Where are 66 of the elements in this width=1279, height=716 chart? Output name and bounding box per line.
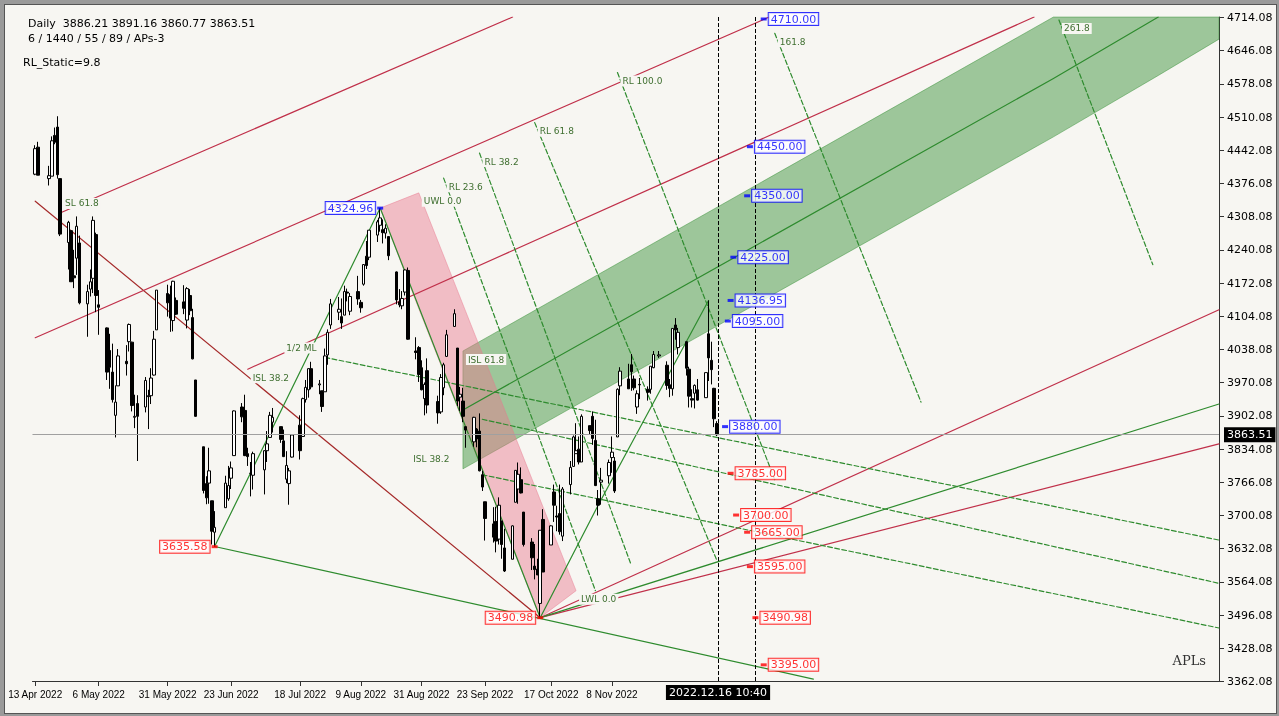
y-tick-label: 4714.08 (1227, 10, 1273, 24)
data-label: 3880.00 (732, 420, 778, 434)
x-tick-label: 9 Aug 2022 (335, 688, 387, 700)
annotation: 2022.12.16 10:40 (668, 686, 768, 699)
data-label: 4324.96 (327, 201, 374, 215)
annotation: 261.8 (1063, 23, 1090, 34)
data-label: 3490.98 (762, 611, 808, 625)
x-tick-label: 31 May 2022 (138, 688, 198, 700)
x-tick-label: 23 Sep 2022 (456, 688, 514, 700)
y-tick-label: 3970.08 (1227, 375, 1273, 389)
chart-title: Daily 3886.21 3891.16 3860.77 3863.51 (28, 17, 256, 30)
data-label: 3635.58 (162, 540, 208, 554)
x-tick-label: 31 Aug 2022 (393, 688, 451, 700)
data-label: 3490.98 (487, 611, 534, 625)
y-tick-label: 3496.08 (1227, 608, 1273, 622)
y-tick-label: 3564.08 (1227, 575, 1273, 589)
x-tick-label: 13 Apr 2022 (8, 688, 63, 700)
data-label: 3785.00 (737, 466, 784, 480)
x-tick-label: 18 Jul 2022 (274, 688, 327, 700)
y-tick-label: 3902.08 (1227, 409, 1273, 423)
y-tick-label: 4172.08 (1227, 276, 1273, 290)
annotation: APLs (1171, 653, 1207, 668)
annotation: 161.8 (779, 36, 806, 47)
y-tick-label: 4308.08 (1227, 209, 1273, 223)
annotation: RL_Static=9.8 (23, 56, 101, 69)
data-label: 4710.00 (770, 12, 817, 26)
y-tick-label: 3700.08 (1227, 508, 1273, 522)
y-tick-label: 3766.08 (1227, 476, 1273, 490)
annotation: RL 38.2 (484, 156, 519, 167)
annotation: RL 23.6 (448, 181, 484, 192)
annotation: RL 61.8 (539, 126, 575, 137)
y-tick-label: 3632.08 (1227, 541, 1273, 555)
ref-line-label: 3863.51 (1227, 428, 1273, 442)
annotation: 1/2 ML (286, 342, 317, 353)
y-tick-label: 3362.08 (1227, 674, 1273, 688)
x-tick-label: 8 Nov 2022 (586, 688, 638, 700)
x-tick-label: 17 Oct 2022 (524, 688, 579, 700)
data-label: 3700.00 (743, 508, 789, 522)
x-tick-label: 23 Jun 2022 (203, 688, 260, 700)
annotation: UWL 0.0 (423, 196, 462, 207)
annotation: ISL 61.8 (467, 354, 505, 365)
annotation: ISL 38.2 (413, 454, 450, 465)
y-tick-label: 4376.08 (1227, 176, 1273, 190)
data-label: 4450.00 (756, 140, 803, 154)
y-tick-label: 3428.08 (1227, 642, 1273, 656)
annotation: SL 61.8 (65, 198, 99, 209)
annotation: ISL 38.2 (252, 372, 289, 383)
y-tick-label: 4104.08 (1227, 310, 1273, 324)
data-label: 3665.00 (754, 525, 800, 539)
y-tick-label: 4240.08 (1227, 243, 1273, 257)
y-tick-label: 4038.08 (1227, 342, 1273, 356)
data-label: 3395.00 (770, 658, 817, 672)
x-tick-label: 6 May 2022 (72, 688, 126, 700)
text: 6 / 1440 / 55 / 89 / APs-3 (28, 32, 165, 45)
annotation: LWL 0.0 (581, 594, 617, 605)
y-tick-label: 4578.08 (1227, 77, 1273, 91)
y-tick-label: 4510.08 (1227, 110, 1273, 124)
data-label: 3595.00 (756, 560, 803, 574)
y-tick-label: 4646.08 (1227, 43, 1273, 57)
y-tick-label: 4442.08 (1227, 144, 1273, 158)
annotation: RL 100.0 (622, 76, 663, 87)
y-tick-label: 3834.08 (1227, 442, 1273, 456)
data-label: 4225.00 (740, 250, 786, 264)
data-label: 4136.95 (737, 293, 784, 307)
data-label: 4350.00 (754, 189, 800, 203)
data-label: 4095.00 (734, 314, 781, 328)
